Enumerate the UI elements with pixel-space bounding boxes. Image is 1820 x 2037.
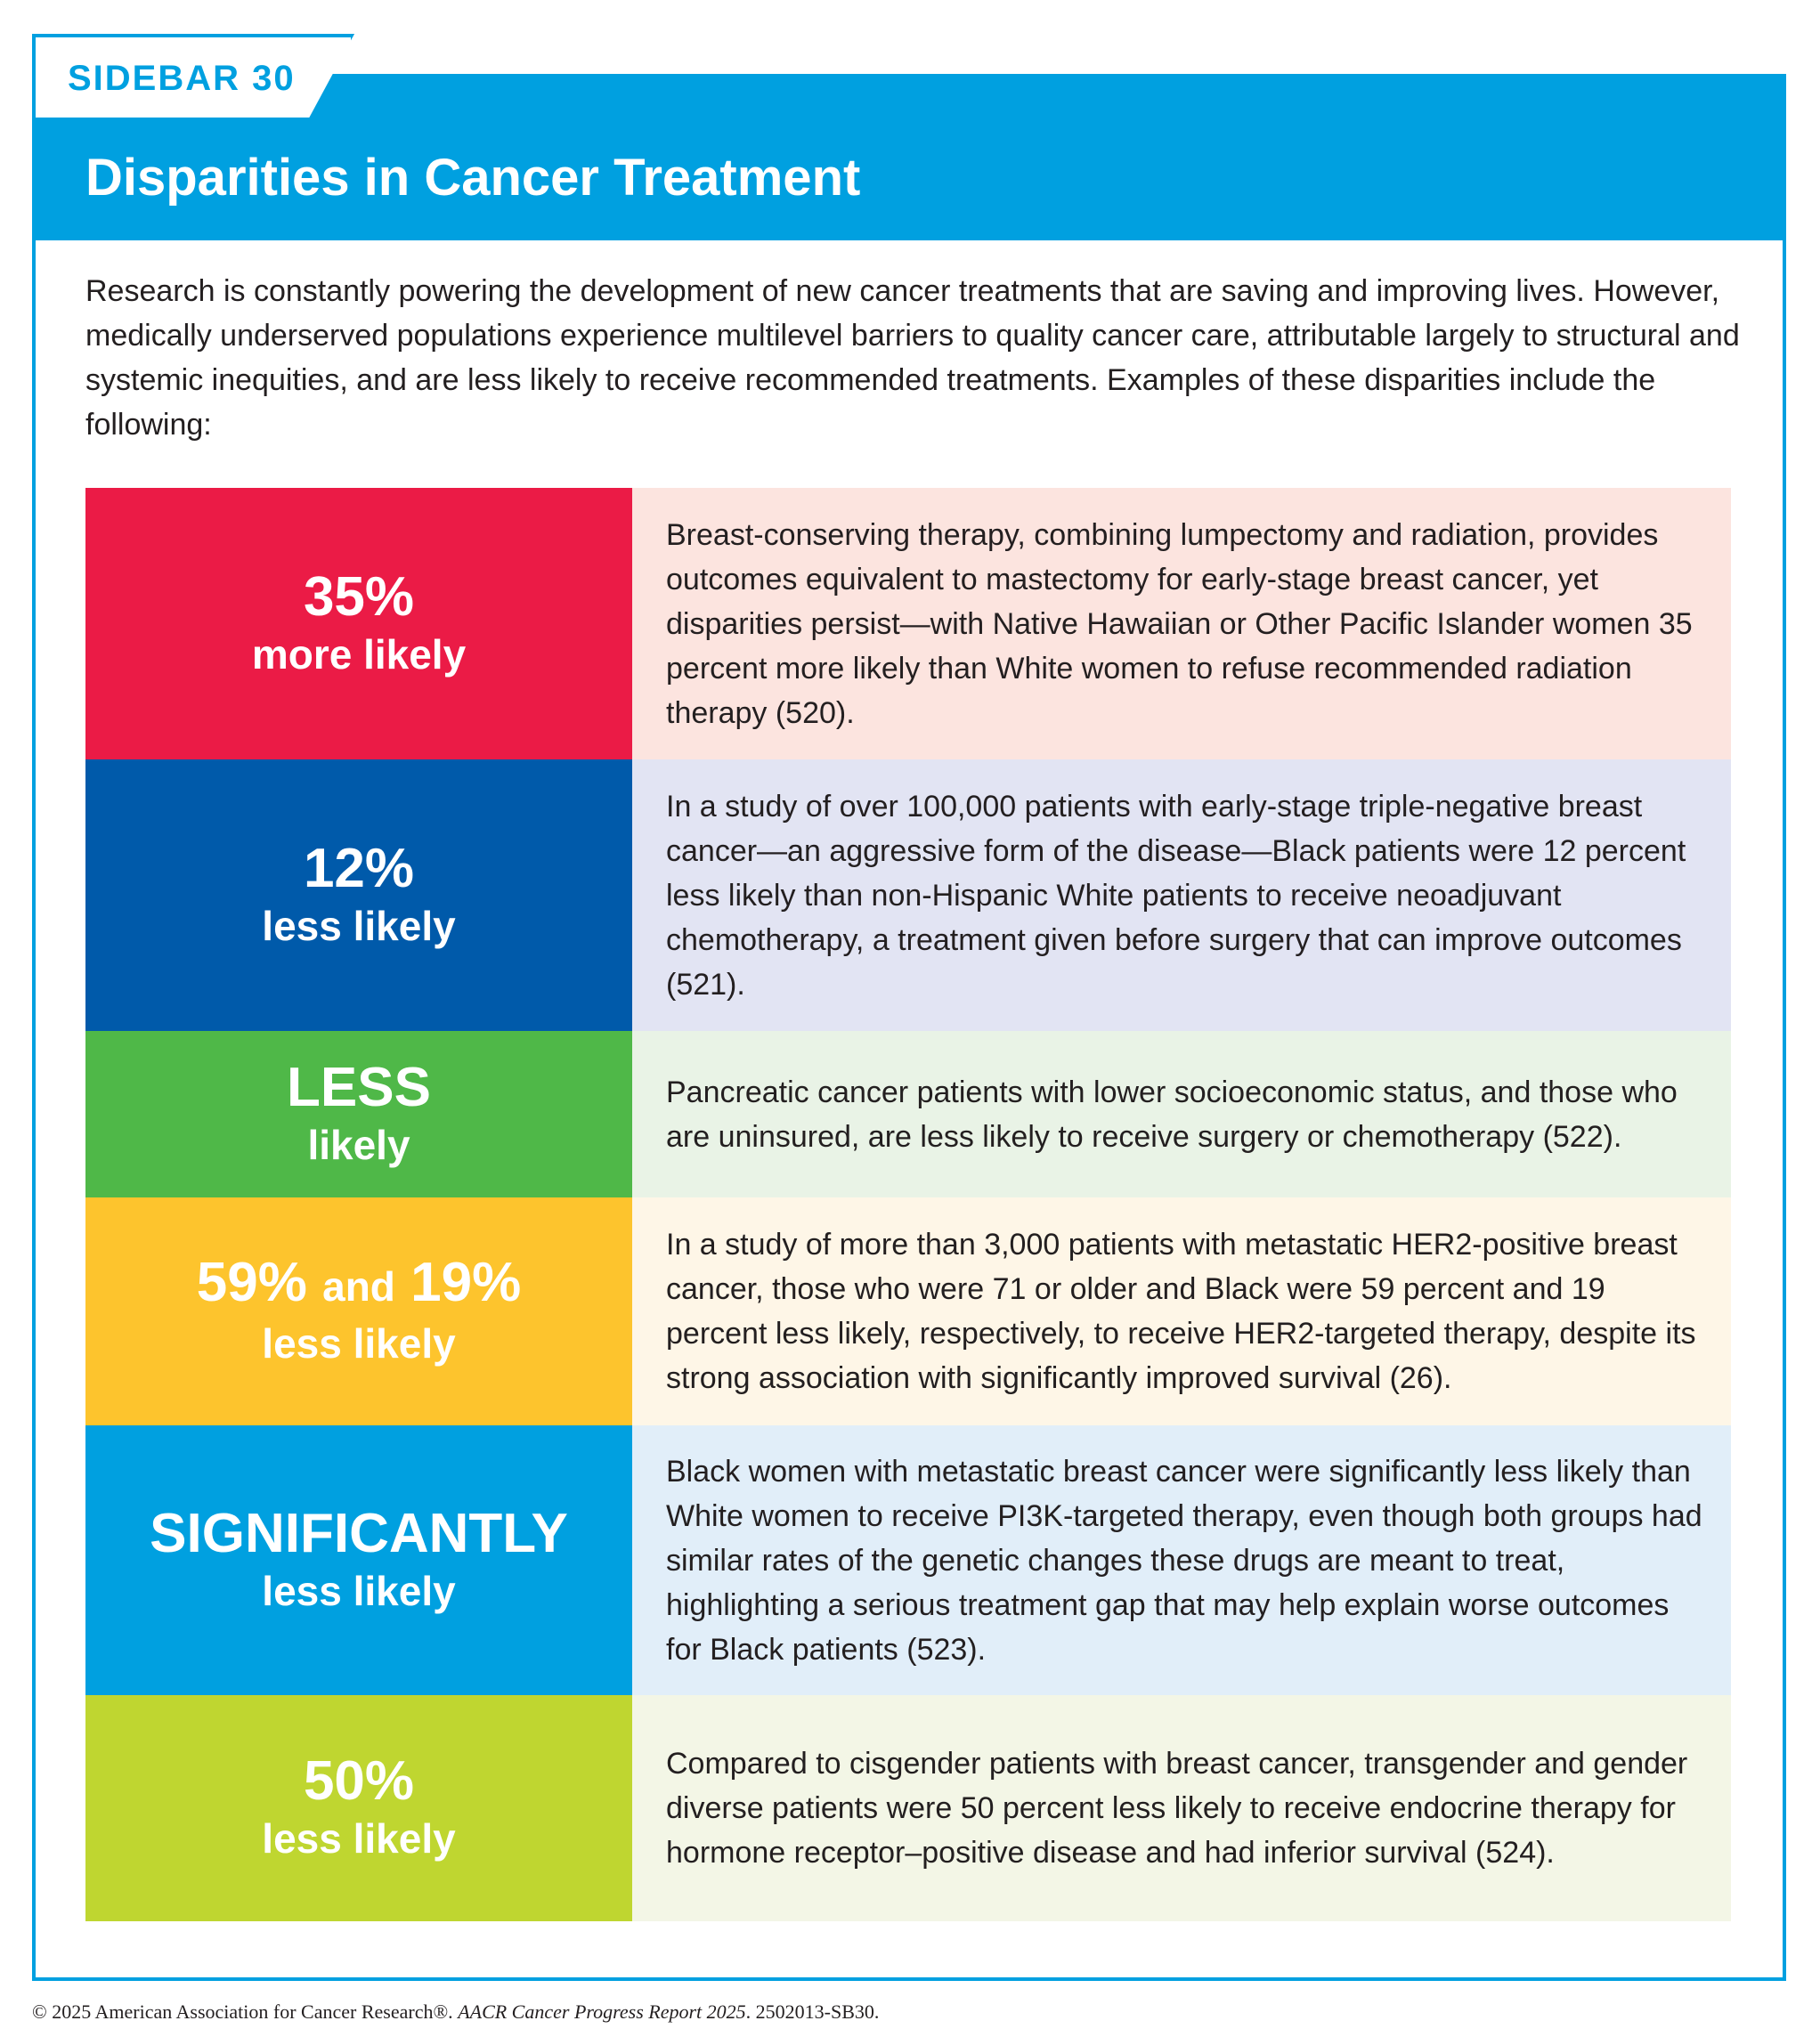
description-text: In a study of over 100,000 patients with…: [666, 789, 1686, 1002]
stat-value: 59% and 19%: [197, 1253, 521, 1317]
description-text: Black women with metastatic breast cance…: [666, 1454, 1702, 1667]
stat-label: less likely: [262, 1567, 456, 1614]
description-cell: Pancreatic cancer patients with lower so…: [632, 1031, 1731, 1197]
stat-cell: 59% and 19% less likely: [85, 1197, 632, 1425]
disparity-row: LESS likely Pancreatic cancer patients w…: [85, 1031, 1731, 1197]
stat-cell: 35% more likely: [85, 488, 632, 759]
stat-cell: 12% less likely: [85, 759, 632, 1031]
stat-label: likely: [307, 1121, 410, 1168]
description-cell: Compared to cisgender patients with brea…: [632, 1695, 1731, 1921]
report-title: AACR Cancer Progress Report 2025: [458, 2000, 746, 2023]
intro-paragraph: Research is constantly powering the deve…: [85, 274, 1740, 442]
stat-conjunction: and: [322, 1263, 395, 1310]
stat-label: less likely: [262, 902, 456, 949]
disparity-row: 35% more likely Breast-conserving therap…: [85, 488, 1731, 759]
stat-value: 35%: [303, 565, 415, 628]
description-cell: Breast-conserving therapy, combining lum…: [632, 488, 1731, 759]
description-cell: In a study of over 100,000 patients with…: [632, 759, 1731, 1031]
description-text: Compared to cisgender patients with brea…: [666, 1747, 1688, 1870]
description-text: Breast-conserving therapy, combining lum…: [666, 517, 1693, 730]
stat-cell: LESS likely: [85, 1031, 632, 1197]
stat-label: more likely: [251, 630, 467, 678]
header-band: [32, 74, 1786, 240]
stat-value: LESS: [287, 1056, 431, 1118]
stat-label: less likely: [262, 1320, 456, 1367]
description-text: In a study of more than 3,000 patients w…: [666, 1228, 1696, 1395]
sidebar-tag: [32, 34, 354, 118]
stat-value: 12%: [303, 837, 415, 899]
disparity-table: 35% more likely Breast-conserving therap…: [85, 488, 1731, 1921]
stat-cell: SIGNIFICANTLY less likely: [85, 1425, 632, 1695]
disparity-row: 59% and 19% less likely In a study of mo…: [85, 1197, 1731, 1425]
stat-value: SIGNIFICANTLY: [150, 1502, 568, 1564]
description-cell: In a study of more than 3,000 patients w…: [632, 1197, 1731, 1425]
sidebar-label: SIDEBAR 30: [68, 59, 296, 98]
stat-value-a: 59%: [196, 1252, 307, 1313]
disparity-row: SIGNIFICANTLY less likely Black women wi…: [85, 1425, 1731, 1695]
disparity-row: 12% less likely In a study of over 100,0…: [85, 759, 1731, 1031]
description-cell: Black women with metastatic breast cance…: [632, 1425, 1731, 1695]
copyright-line: © 2025 American Association for Cancer R…: [32, 1999, 879, 2025]
copyright-prefix: © 2025 American Association for Cancer R…: [32, 2000, 459, 2023]
stat-value: 50%: [303, 1750, 415, 1812]
description-text: Pancreatic cancer patients with lower so…: [666, 1075, 1678, 1154]
stat-label: less likely: [262, 1815, 456, 1862]
copyright-suffix: . 2502013-SB30.: [745, 2000, 880, 2023]
stat-cell: 50% less likely: [85, 1695, 632, 1921]
page-title: Disparities in Cancer Treatment: [85, 149, 861, 207]
disparity-row: 50% less likely Compared to cisgender pa…: [85, 1695, 1731, 1921]
stat-value-b: 19%: [410, 1252, 522, 1313]
